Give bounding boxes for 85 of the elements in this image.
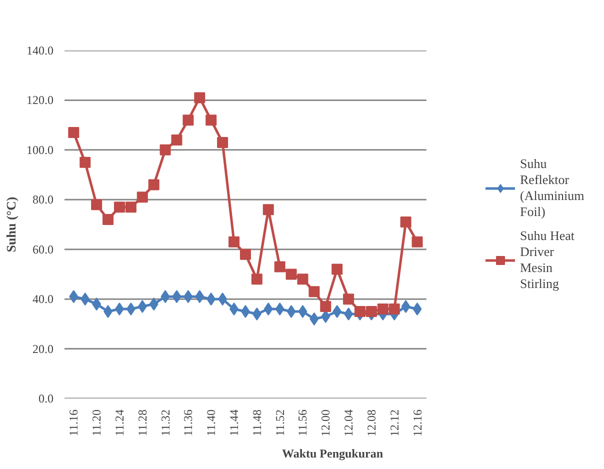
point xyxy=(218,292,228,306)
x-tick-label: 11.28 xyxy=(135,409,150,436)
y-tick-label: 40.0 xyxy=(32,292,54,306)
point xyxy=(194,92,206,104)
point xyxy=(114,302,124,316)
point xyxy=(354,306,366,317)
point xyxy=(69,290,78,304)
y-tick-label: 80.0 xyxy=(32,192,54,207)
point xyxy=(80,292,90,306)
point xyxy=(184,290,193,304)
y-tick-label: 100.0 xyxy=(26,142,54,157)
x-tick-label: 11.36 xyxy=(181,409,196,436)
point xyxy=(136,192,148,203)
point xyxy=(298,305,308,318)
point xyxy=(412,302,422,316)
y-tick-label: 60.0 xyxy=(32,242,54,256)
x-tick-label: 12.04 xyxy=(342,410,356,436)
point xyxy=(228,236,240,248)
point xyxy=(297,274,308,285)
point xyxy=(206,114,217,126)
point xyxy=(126,302,136,316)
point xyxy=(400,216,412,228)
y-tick-label: 140.0 xyxy=(26,44,54,58)
point xyxy=(308,286,320,298)
point xyxy=(217,136,228,148)
x-tick-label: 12.12 xyxy=(387,410,402,436)
point xyxy=(92,298,102,311)
point xyxy=(251,274,262,285)
point xyxy=(171,134,182,146)
point xyxy=(172,290,182,304)
point xyxy=(286,268,297,280)
point xyxy=(240,248,251,260)
point xyxy=(343,294,354,305)
point xyxy=(388,304,400,315)
point xyxy=(68,127,80,138)
point xyxy=(275,302,284,316)
point xyxy=(104,305,113,318)
x-tick-label: 11.16 xyxy=(66,409,81,436)
x-tick-label: 12.08 xyxy=(364,410,378,436)
point xyxy=(182,114,194,126)
point xyxy=(125,202,136,213)
x-tick-label: 11.24 xyxy=(112,409,126,436)
point xyxy=(230,302,239,316)
legend-label: Suhu Reflektor (Aluminium Foil) xyxy=(520,156,586,220)
y-axis-title: Suhu (°C) xyxy=(4,196,18,252)
x-tick-label: 12.00 xyxy=(318,410,333,436)
x-tick-label: 11.20 xyxy=(90,409,104,436)
point xyxy=(332,305,342,318)
point xyxy=(160,144,171,156)
point xyxy=(310,312,319,326)
point xyxy=(206,292,216,306)
point xyxy=(401,300,410,314)
point xyxy=(344,307,354,320)
point xyxy=(160,290,170,304)
point xyxy=(412,236,423,248)
point xyxy=(286,305,296,318)
point xyxy=(332,264,343,275)
point xyxy=(377,304,388,315)
point xyxy=(320,301,332,312)
point xyxy=(274,261,286,272)
x-tick-label: 11.56 xyxy=(296,409,310,436)
x-tick-label: 11.48 xyxy=(250,409,264,436)
point xyxy=(252,307,262,320)
point xyxy=(262,204,274,216)
y-tick-label: 120.0 xyxy=(26,93,54,108)
point xyxy=(149,298,158,311)
x-tick-label: 12.16 xyxy=(410,410,424,436)
point xyxy=(240,305,250,318)
legend-label: Suhu Heat Driver Mesin Stirling xyxy=(520,228,576,292)
point xyxy=(148,179,160,190)
point xyxy=(102,214,114,226)
x-tick-label: 11.40 xyxy=(204,409,218,436)
x-tick-label: 11.52 xyxy=(272,409,287,436)
point xyxy=(195,290,204,304)
y-tick-label: 0.0 xyxy=(38,392,54,406)
point xyxy=(91,199,102,210)
point xyxy=(114,202,125,213)
x-axis-title: Waktu Pengukuran xyxy=(282,446,384,460)
x-tick-label: 11.44 xyxy=(227,409,242,436)
point xyxy=(366,306,377,317)
point xyxy=(138,300,147,314)
x-tick-label: 11.32 xyxy=(158,409,172,436)
y-tick-label: 20.0 xyxy=(32,342,54,356)
point xyxy=(264,302,273,316)
point xyxy=(80,156,91,168)
